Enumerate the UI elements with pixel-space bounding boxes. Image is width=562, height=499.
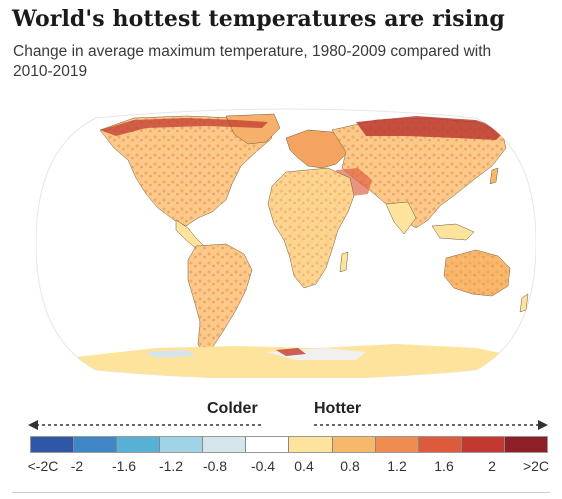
legend-color-scale [30,436,548,453]
footer-divider [12,492,550,493]
legend-tick-labels: <-2C -2 -1.6 -1.2 -0.8 -0.4 0.4 0.8 1.2 1.6 2 >2C [0,458,562,478]
india [385,201,417,235]
europe [285,129,349,169]
legend-swatch [160,437,204,452]
chart-title: World's hottest temperatures are rising [12,6,505,32]
colder-arrow [28,420,262,430]
legend-tick-label: -0.4 [250,458,276,474]
world-temperature-map [36,108,536,378]
legend-swatch [461,437,505,452]
legend-hotter-label: Hotter [314,400,362,417]
legend-swatch [504,437,547,452]
legend-arrows [28,420,548,430]
legend-tick-label: 2 [488,458,496,474]
legend-swatch [246,437,290,452]
legend-colder-label: Colder [207,400,258,417]
legend-tick-label: -0.8 [202,458,228,474]
legend-swatch [74,437,118,452]
legend-tick-label: <-2C [27,458,59,474]
legend-tick-label: -1.6 [111,458,137,474]
hotter-arrow [314,420,548,430]
legend-swatch [332,437,376,452]
map-svg [36,108,536,378]
legend-tick-label: 0.8 [340,458,360,474]
legend-tick-label: >2C [522,458,550,474]
chart-subtitle: Change in average maximum temperature, 1… [13,43,492,80]
legend-tick-label: 1.2 [387,458,407,474]
legend-tick-label: 1.6 [434,458,454,474]
legend-swatch [418,437,462,452]
legend-tick-label: 0.4 [294,458,314,474]
legend-swatch [31,437,75,452]
legend-swatch [289,437,333,452]
legend-swatch [203,437,247,452]
legend-swatch [375,437,419,452]
legend-swatch [117,437,161,452]
legend-tick-label: -1.2 [158,458,184,474]
legend-tick-label: -2 [70,458,84,474]
